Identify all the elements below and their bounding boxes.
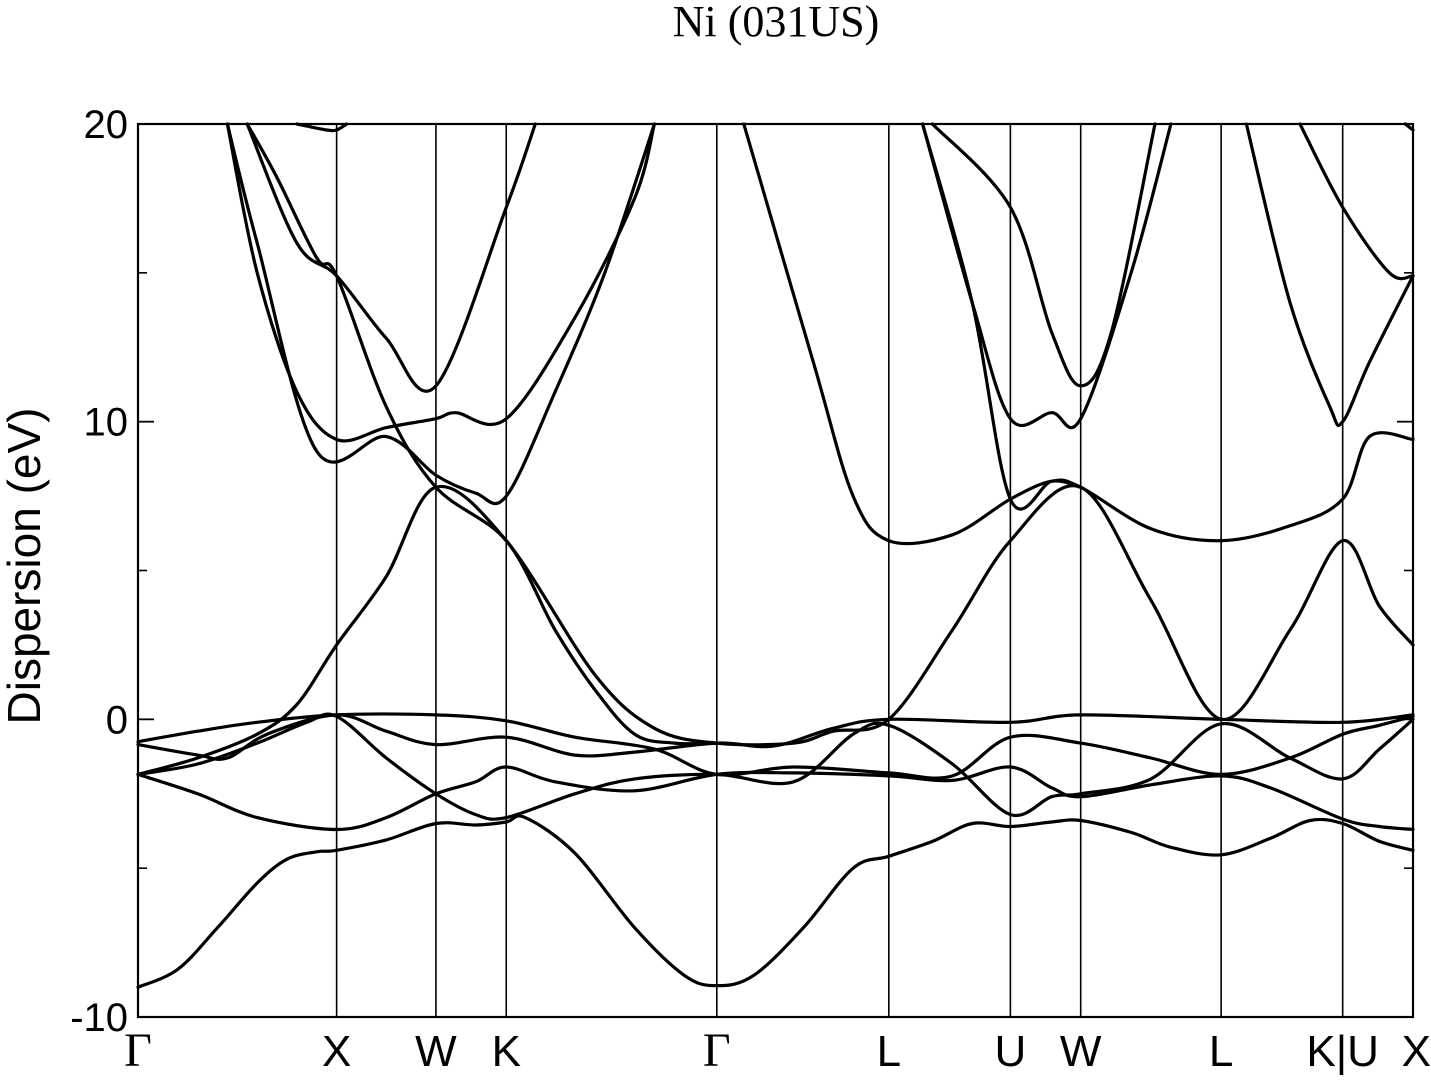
x-kpoint-label: L xyxy=(1209,1027,1233,1076)
band-line xyxy=(136,713,1415,761)
plot-frame xyxy=(136,122,1415,1019)
x-axis-kpoint-labels: Γ X W K Γ L U W L K|U X xyxy=(124,1024,1431,1077)
band-line xyxy=(742,122,1415,546)
band-line xyxy=(225,122,656,506)
x-kpoint-label: K|U xyxy=(1306,1027,1379,1076)
x-kpoint-label: Γ xyxy=(703,1024,731,1077)
x-kpoint-label: K xyxy=(492,1027,521,1076)
band-line xyxy=(225,122,656,443)
band-line xyxy=(245,122,719,746)
band-line xyxy=(930,122,1157,388)
y-axis-ticks: -10 0 10 20 xyxy=(70,103,1413,1040)
chart-title: Ni (031US) xyxy=(673,0,880,46)
y-tick-label: 0 xyxy=(106,698,128,742)
band-line xyxy=(136,712,1415,780)
y-axis-label: Dispersion (eV) xyxy=(0,408,50,725)
band-lines xyxy=(136,122,1415,989)
band-line xyxy=(295,122,349,133)
x-kpoint-label: X xyxy=(1402,1027,1431,1076)
x-kpoint-label: U xyxy=(994,1027,1026,1076)
band-line xyxy=(921,122,1083,511)
y-tick-label: -10 xyxy=(70,996,128,1040)
y-tick-label: 10 xyxy=(84,401,129,445)
band-line xyxy=(1298,122,1415,281)
x-kpoint-label: X xyxy=(322,1027,351,1076)
x-kpoint-label: L xyxy=(877,1027,901,1076)
band-line xyxy=(921,122,1173,430)
x-kpoint-label: W xyxy=(415,1027,457,1076)
high-symmetry-lines xyxy=(335,124,1344,1017)
band-line xyxy=(1244,122,1415,428)
band-line xyxy=(136,814,1415,989)
band-line xyxy=(245,122,537,393)
x-kpoint-label: Γ xyxy=(124,1024,152,1077)
band-line xyxy=(136,484,1415,776)
band-line xyxy=(136,712,1415,821)
band-line xyxy=(136,765,1415,832)
y-tick-label: 20 xyxy=(84,103,129,147)
x-kpoint-label: W xyxy=(1060,1027,1102,1076)
